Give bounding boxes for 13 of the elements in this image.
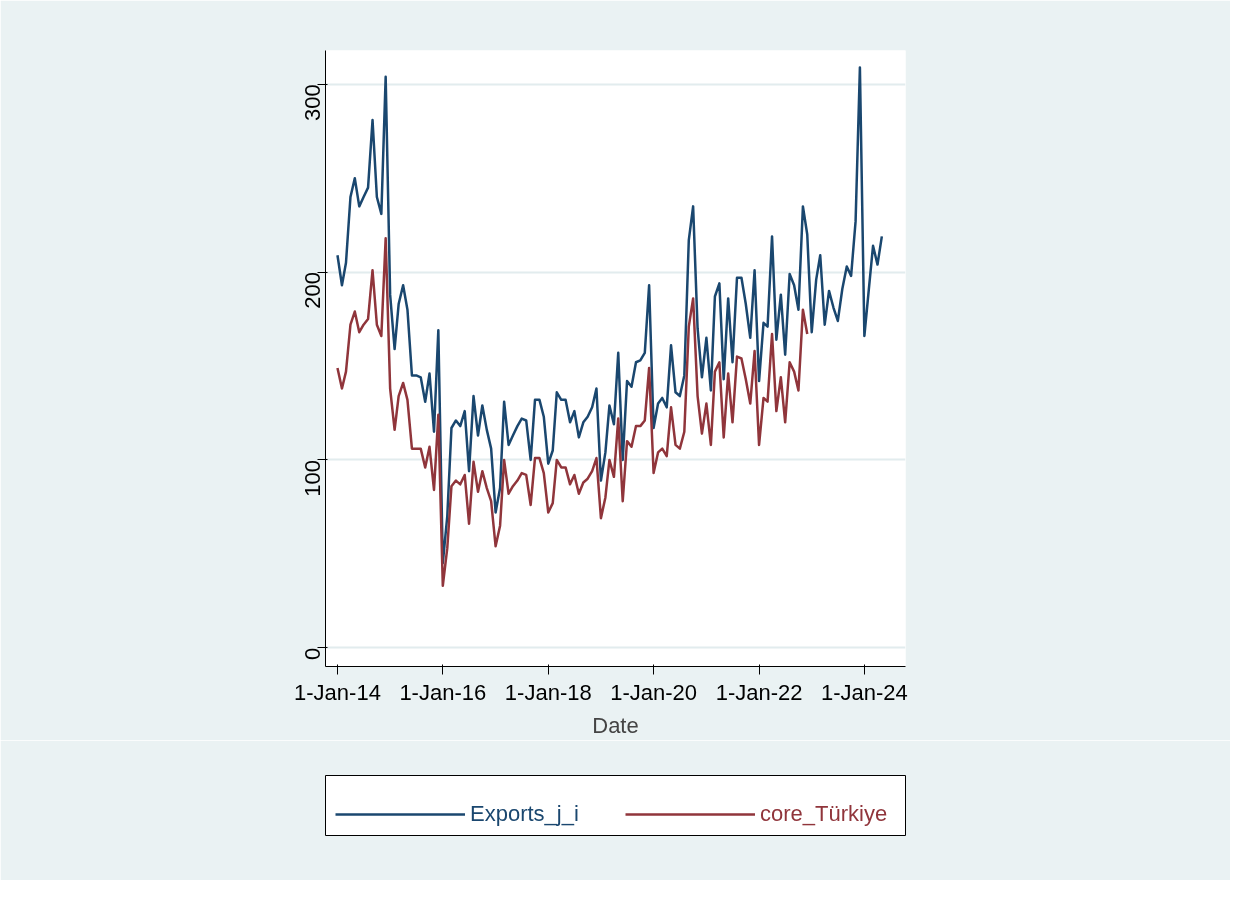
x-tick-label: 1-Jan-24 (820, 679, 908, 705)
x-tick-label: 1-Jan-20 (610, 679, 698, 705)
x-tick-label: 1-Jan-16 (399, 679, 487, 705)
x-tick-label: 1-Jan-18 (504, 679, 592, 705)
y-tick-label: 300 (300, 84, 325, 122)
x-tick-label: 1-Jan-14 (294, 679, 381, 705)
text: Exports_j_i (470, 801, 579, 827)
text: core_Türkiye (760, 801, 888, 827)
y-tick-label: 200 (300, 272, 325, 309)
x-tick-label: 1-Jan-22 (715, 679, 803, 705)
x-axis-title: Date (592, 712, 639, 738)
y-tick-label: 100 (300, 459, 325, 497)
y-tick-label: 0 (300, 647, 325, 660)
